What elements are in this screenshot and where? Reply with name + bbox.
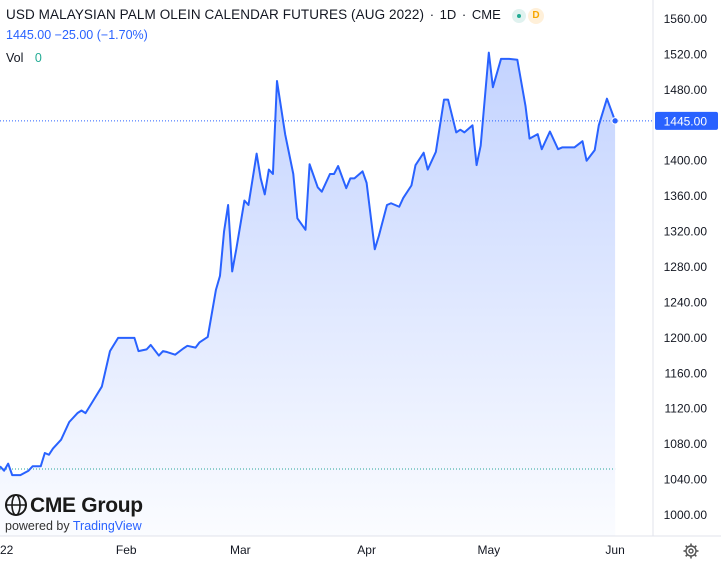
y-tick-label: 1320.00 <box>664 225 708 239</box>
area-fill-path <box>0 52 616 536</box>
y-tick-label: 1400.00 <box>664 154 708 168</box>
y-tick-label: 1200.00 <box>664 331 708 345</box>
market-status-icon[interactable] <box>512 8 527 23</box>
y-tick-label: 1040.00 <box>664 473 708 487</box>
powered-by-line: powered by TradingView <box>5 519 143 533</box>
y-tick-label: 1560.00 <box>664 12 708 26</box>
y-tick-label: 1000.00 <box>664 508 708 522</box>
chart-legend: USD MALAYSIAN PALM OLEIN CALENDAR FUTURE… <box>6 7 545 24</box>
separator: · <box>461 7 467 22</box>
x-tick-label: Apr <box>357 543 376 557</box>
tradingview-link[interactable]: TradingView <box>72 519 142 533</box>
cme-globe-icon <box>5 494 27 516</box>
logo-text: CME Group <box>30 494 143 517</box>
logo-wordmark: CME Group <box>5 494 143 518</box>
y-axis[interactable]: 1000.00 1040.00 1080.00 1120.00 1160.00 1200.… <box>652 0 708 536</box>
price-tag-layer: 1445.00 <box>655 111 718 130</box>
y-tick-label: 1240.00 <box>664 295 708 309</box>
exchange-label: CME <box>471 7 501 22</box>
delayed-data-badge[interactable]: D <box>528 7 545 24</box>
price-change-percent: (−1.70%) <box>96 28 148 42</box>
x-tick-label: Mar <box>230 543 251 557</box>
powered-by-text: powered by <box>5 519 70 533</box>
volume-value: 0 <box>34 51 42 65</box>
settings-gear-glyph <box>683 543 699 559</box>
price-change: −25.00 <box>54 28 94 42</box>
price-tag-label: 1445.00 <box>664 114 708 128</box>
y-tick-label: 1520.00 <box>664 47 708 61</box>
series-layer <box>0 51 653 477</box>
x-tick-label: Feb <box>116 543 137 557</box>
interval-label[interactable]: 1D <box>439 7 457 22</box>
symbol-title[interactable]: USD MALAYSIAN PALM OLEIN CALENDAR FUTURE… <box>6 7 425 22</box>
y-tick-label: 1160.00 <box>665 366 708 380</box>
x-axis[interactable]: 2022 Feb Mar Apr May Jun <box>0 535 721 557</box>
last-price: 1445.00 <box>6 28 52 42</box>
separator: · <box>429 7 435 22</box>
y-tick-label: 1360.00 <box>664 189 708 203</box>
y-tick-label: 1080.00 <box>664 437 708 451</box>
volume-readout: Vol 0 <box>6 51 42 65</box>
price-line[interactable] <box>0 51 617 477</box>
last-point-marker <box>611 117 619 125</box>
x-tick-label: 2022 <box>0 543 14 557</box>
cme-group-logo[interactable]: CME Group powered by TradingView <box>5 494 143 533</box>
x-tick-label: Jun <box>605 543 624 557</box>
status-badges: D <box>512 7 545 24</box>
volume-label: Vol <box>6 51 24 65</box>
area-fill <box>0 52 616 536</box>
price-tag-box <box>655 111 718 130</box>
y-tick-label: 1120.00 <box>665 402 708 416</box>
gear-icon[interactable] <box>683 543 699 564</box>
y-tick-label: 1480.00 <box>664 83 708 97</box>
price-readout: 1445.00 −25.00 (−1.70%) <box>6 28 148 42</box>
x-tick-label: May <box>477 543 500 557</box>
y-tick-label: 1280.00 <box>664 260 708 274</box>
